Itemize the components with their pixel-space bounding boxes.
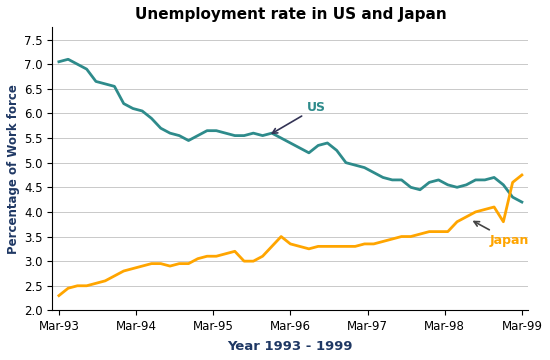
Text: Japan: Japan — [474, 221, 529, 247]
Title: Unemployment rate in US and Japan: Unemployment rate in US and Japan — [135, 7, 446, 22]
Text: US: US — [272, 101, 326, 133]
X-axis label: Year 1993 - 1999: Year 1993 - 1999 — [228, 340, 353, 353]
Y-axis label: Percentage of Work force: Percentage of Work force — [7, 84, 20, 254]
